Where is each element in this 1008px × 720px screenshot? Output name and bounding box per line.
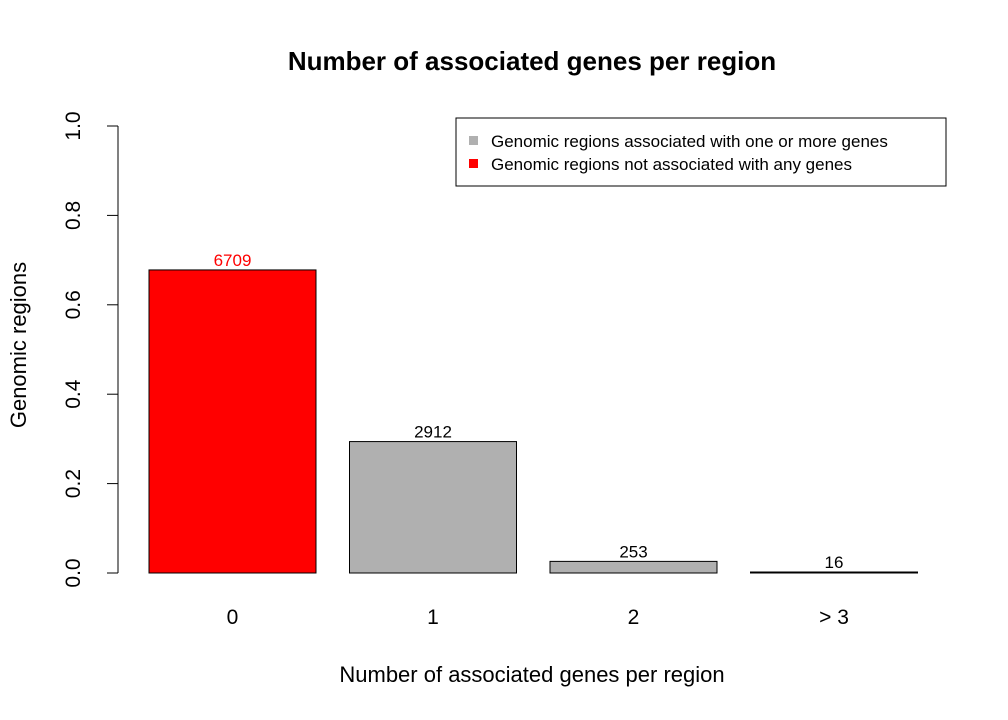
- x-tick-label-2: 2: [628, 606, 640, 629]
- y-tick-label: 0.2: [62, 469, 85, 498]
- legend-box: [455, 117, 947, 187]
- y-axis: 0.0 0.2 0.4 0.6 0.8 1.0: [62, 111, 119, 588]
- x-tick-label-1: 1: [427, 606, 439, 629]
- bars: 6709 2912 253 16: [148, 251, 918, 574]
- data-label-2: 253: [619, 542, 647, 561]
- bar-3: [750, 571, 918, 574]
- y-tick-label: 0.6: [62, 290, 85, 319]
- bar-0: [148, 269, 317, 574]
- x-axis-label: Number of associated genes per region: [339, 662, 724, 687]
- chart-title: Number of associated genes per region: [288, 46, 776, 76]
- bar-2: [549, 560, 718, 574]
- y-axis-label: Genomic regions: [6, 262, 31, 428]
- x-tick-label-0: 0: [227, 606, 239, 629]
- legend-label-not-associated: Genomic regions not associated with any …: [491, 155, 852, 174]
- y-tick-label: 0.0: [62, 558, 85, 587]
- y-tick-label: 1.0: [62, 111, 85, 140]
- x-tick-label-3: > 3: [819, 606, 849, 629]
- legend-swatch-not-associated: [469, 159, 478, 168]
- data-label-1: 2912: [414, 423, 452, 442]
- legend: Genomic regions associated with one or m…: [455, 117, 947, 187]
- legend-swatch-associated: [469, 136, 478, 145]
- legend-label-associated: Genomic regions associated with one or m…: [491, 132, 888, 151]
- y-tick-label: 0.8: [62, 201, 85, 230]
- y-tick-label: 0.4: [62, 379, 85, 409]
- bar-1: [349, 441, 517, 574]
- x-tick-labels: 0 1 2 > 3: [227, 606, 849, 629]
- data-label-3: 16: [825, 553, 844, 572]
- data-label-0: 6709: [214, 251, 252, 270]
